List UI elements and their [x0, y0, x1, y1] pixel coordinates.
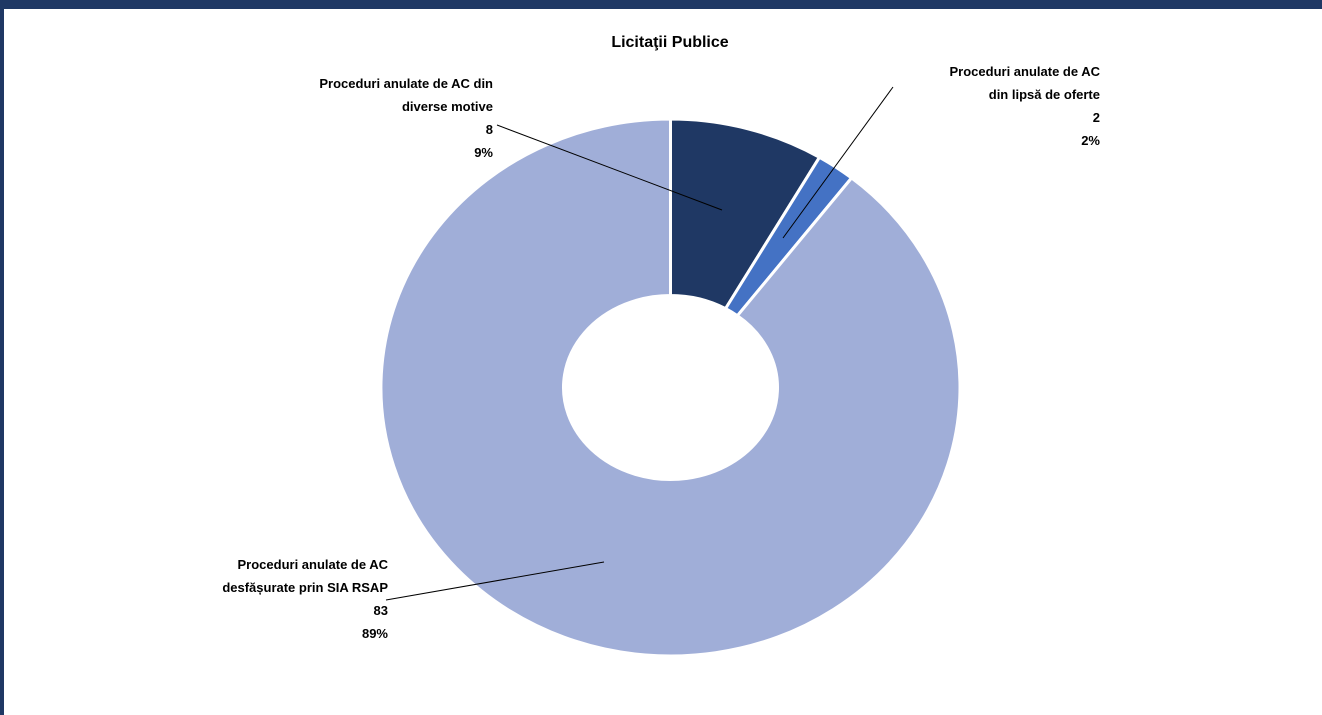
frame-bar: [0, 0, 1322, 9]
label-category: Proceduri anulate de AC desfășurate prin…: [222, 557, 388, 595]
label-category: Proceduri anulate de AC din diverse moti…: [319, 76, 493, 114]
donut-slice: [379, 117, 962, 658]
label-category: Proceduri anulate de AC din lipsă de ofe…: [949, 64, 1101, 102]
label-percent: 9%: [474, 145, 493, 160]
label-percent: 89%: [361, 626, 388, 641]
label-percent: 2%: [1081, 133, 1100, 148]
donut-slice: [669, 117, 822, 311]
leader-line: [782, 86, 894, 239]
label-value: 2: [1092, 110, 1100, 125]
data-label: Proceduri anulate de AC din diverse moti…: [278, 72, 493, 164]
label-value: 83: [373, 603, 388, 618]
leader-line: [385, 561, 605, 601]
leader-line: [496, 124, 723, 211]
data-label: Proceduri anulate de AC din lipsă de ofe…: [940, 60, 1101, 152]
chart-title: Licitaţii Publice: [611, 34, 728, 51]
data-label: Proceduri anulate de AC desfășurate prin…: [193, 553, 388, 645]
frame-border: [0, 0, 4, 715]
label-value: 8: [485, 122, 493, 137]
